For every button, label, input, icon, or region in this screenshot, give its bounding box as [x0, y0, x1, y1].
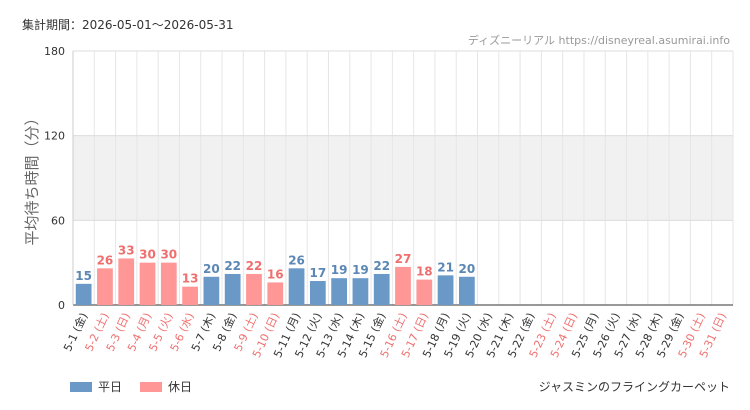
- bar-5-15[interactable]: [373, 273, 390, 305]
- bar-5-8[interactable]: [224, 273, 241, 305]
- bar-5-4[interactable]: [139, 262, 156, 305]
- bar-value-label: 18: [416, 265, 433, 279]
- y-axis-label: 平均待ち時間（分）: [23, 110, 41, 245]
- bar-value-label: 16: [267, 267, 284, 281]
- bar-value-label: 21: [437, 260, 454, 274]
- bar-value-label: 20: [459, 262, 476, 276]
- legend-swatch-holiday: [140, 381, 163, 392]
- bar-5-5[interactable]: [160, 262, 177, 305]
- bar-value-label: 33: [118, 243, 135, 257]
- bar-5-12[interactable]: [309, 281, 326, 305]
- bar-5-3[interactable]: [118, 258, 135, 305]
- legend: 平日 休日: [70, 378, 192, 395]
- bar-5-19[interactable]: [458, 276, 475, 305]
- legend-item-weekday[interactable]: 平日: [70, 378, 122, 395]
- bar-value-label: 20: [203, 262, 220, 276]
- bar-5-2[interactable]: [97, 268, 113, 305]
- bar-5-10[interactable]: [267, 282, 284, 305]
- bar-value-label: 26: [288, 253, 305, 267]
- shaded-band: [73, 135, 733, 221]
- y-tick-label: 120: [44, 130, 65, 143]
- bar-5-6[interactable]: [182, 286, 198, 305]
- bar-5-14[interactable]: [352, 278, 369, 305]
- bar-value-label: 19: [352, 263, 369, 277]
- y-tick-label: 60: [51, 214, 65, 227]
- bar-value-label: 17: [309, 266, 326, 280]
- y-tick-label: 0: [58, 299, 65, 312]
- bar-value-label: 22: [224, 259, 241, 273]
- bar-5-9[interactable]: [246, 273, 262, 305]
- bar-value-label: 26: [97, 253, 114, 267]
- bar-value-label: 27: [395, 252, 412, 266]
- legend-swatch-weekday: [70, 381, 92, 392]
- bar-value-label: 22: [246, 259, 263, 273]
- bar-5-13[interactable]: [331, 278, 348, 305]
- bar-value-label: 13: [182, 272, 199, 286]
- bar-value-label: 30: [160, 248, 177, 262]
- bar-5-17[interactable]: [416, 279, 433, 305]
- legend-label-holiday: 休日: [168, 380, 193, 394]
- attraction-name: ジャスミンのフライングカーペット: [538, 380, 730, 394]
- bar-value-label: 30: [139, 248, 156, 262]
- bar-value-label: 19: [331, 263, 348, 277]
- bar-value-label: 22: [373, 259, 390, 273]
- collection-period: 集計期間：2026-05-01〜2026-05-31: [22, 18, 234, 32]
- bar-5-7[interactable]: [203, 276, 220, 305]
- bar-5-1[interactable]: [75, 283, 92, 305]
- bar-5-16[interactable]: [395, 266, 411, 305]
- bar-5-18[interactable]: [437, 275, 454, 305]
- y-tick-label: 180: [44, 45, 65, 58]
- legend-item-holiday[interactable]: 休日: [140, 378, 192, 395]
- bar-5-11[interactable]: [288, 268, 305, 305]
- bar-value-label: 15: [75, 269, 92, 283]
- legend-label-weekday: 平日: [98, 380, 123, 394]
- source-credit: ディズニーリアル https://disneyreal.asumirai.inf…: [467, 34, 730, 47]
